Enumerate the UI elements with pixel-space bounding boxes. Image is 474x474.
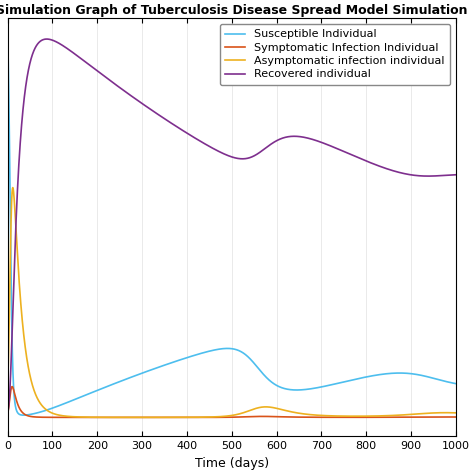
Recovered individual	[453, 172, 459, 178]
Susceptible Individual	[453, 381, 459, 386]
Asymptomatic infection individual	[307, 412, 312, 418]
Recovered individual	[374, 163, 380, 168]
Susceptible Individual	[307, 386, 312, 392]
Susceptible Individual	[20, 412, 26, 418]
Symptomatic Infection Individual	[374, 414, 380, 420]
Recovered individual	[264, 144, 270, 150]
Symptomatic Infection Individual	[138, 415, 144, 420]
Line: Susceptible Individual: Susceptible Individual	[8, 37, 456, 415]
Asymptomatic infection individual	[143, 415, 149, 420]
Recovered individual	[44, 36, 50, 42]
Symptomatic Infection Individual	[439, 414, 445, 420]
Symptomatic Infection Individual	[118, 415, 124, 420]
Asymptomatic infection individual	[10, 185, 16, 191]
Recovered individual	[5, 410, 10, 416]
Recovered individual	[118, 86, 124, 92]
Asymptomatic infection individual	[5, 381, 10, 386]
Line: Symptomatic Infection Individual: Symptomatic Infection Individual	[8, 387, 456, 418]
Asymptomatic infection individual	[453, 410, 459, 416]
X-axis label: Time (days): Time (days)	[195, 457, 269, 470]
Symptomatic Infection Individual	[84, 415, 90, 420]
Line: Asymptomatic infection individual: Asymptomatic infection individual	[8, 188, 456, 418]
Asymptomatic infection individual	[118, 415, 124, 420]
Symptomatic Infection Individual	[5, 410, 10, 416]
Susceptible Individual	[118, 378, 124, 383]
Legend: Susceptible Individual, Symptomatic Infection Individual, Asymptomatic infection: Susceptible Individual, Symptomatic Infe…	[220, 24, 450, 85]
Symptomatic Infection Individual	[264, 414, 270, 419]
Title: Simulation Graph of Tuberculosis Disease Spread Model Simulation: Simulation Graph of Tuberculosis Disease…	[0, 4, 467, 17]
Susceptible Individual	[5, 35, 10, 40]
Symptomatic Infection Individual	[453, 414, 459, 420]
Susceptible Individual	[84, 392, 90, 397]
Susceptible Individual	[439, 378, 445, 383]
Susceptible Individual	[264, 375, 270, 381]
Symptomatic Infection Individual	[9, 384, 15, 390]
Recovered individual	[84, 61, 90, 66]
Asymptomatic infection individual	[84, 414, 90, 420]
Susceptible Individual	[374, 372, 380, 378]
Recovered individual	[439, 173, 445, 178]
Asymptomatic infection individual	[439, 410, 445, 416]
Asymptomatic infection individual	[264, 404, 270, 410]
Asymptomatic infection individual	[374, 413, 380, 419]
Recovered individual	[307, 136, 312, 141]
Line: Recovered individual: Recovered individual	[8, 39, 456, 413]
Symptomatic Infection Individual	[307, 414, 312, 420]
